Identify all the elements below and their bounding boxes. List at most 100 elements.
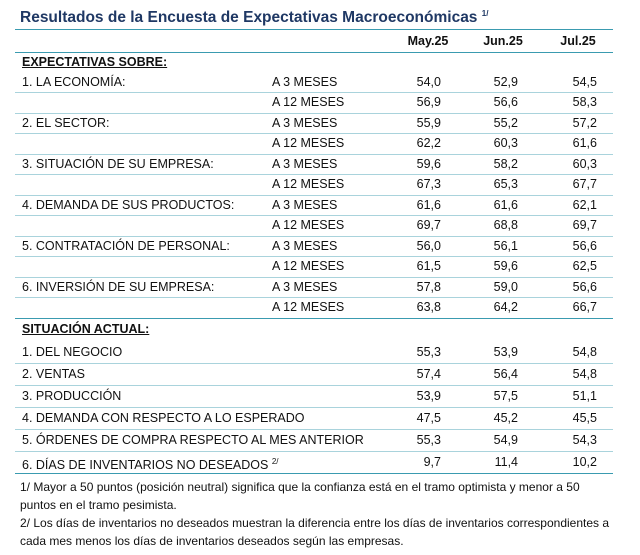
rule (15, 195, 613, 196)
cell-value: 58,3 (572, 95, 597, 109)
row-label: 6. DÍAS DE INVENTARIOS NO DESEADOS 2/ (22, 454, 279, 473)
rule (15, 113, 613, 114)
cell-value: 61,6 (493, 198, 518, 212)
cell-value: 69,7 (572, 218, 597, 232)
rule (15, 363, 613, 364)
rule (15, 277, 613, 278)
footnote: 2/ Los días de inventarios no deseados m… (20, 516, 610, 548)
cell-value: 65,3 (493, 177, 518, 191)
row-label: 1. LA ECONOMÍA: (22, 75, 126, 89)
row-label: 4. DEMANDA DE SUS PRODUCTOS: (22, 198, 235, 212)
cell-value: 68,8 (493, 218, 518, 232)
title-note: 1/ (481, 9, 489, 18)
rule (15, 236, 613, 237)
cell-value: 64,2 (493, 300, 518, 314)
rule (15, 133, 613, 134)
horizon-label: A 3 MESES (272, 116, 338, 130)
row-label-text: 5. ÓRDENES DE COMPRA RESPECTO AL MES ANT… (22, 433, 364, 447)
cell-value: 54,3 (572, 433, 597, 447)
rule (15, 174, 613, 175)
cell-value: 9,7 (423, 455, 441, 469)
cell-value: 56,4 (493, 367, 518, 381)
row-label-text: 4. DEMANDA CON RESPECTO A LO ESPERADO (22, 411, 305, 425)
cell-value: 60,3 (572, 157, 597, 171)
title: Resultados de la Encuesta de Expectativa… (20, 6, 488, 26)
cell-value: 56,1 (493, 239, 518, 253)
cell-value: 45,2 (493, 411, 518, 425)
section-title: EXPECTATIVAS SOBRE: (22, 55, 168, 69)
rule (15, 29, 613, 30)
row-label: 5. CONTRATACIÓN DE PERSONAL: (22, 239, 230, 253)
cell-value: 57,5 (493, 389, 518, 403)
cell-value: 59,6 (416, 157, 441, 171)
cell-value: 61,6 (416, 198, 441, 212)
row-label-text: 1. DEL NEGOCIO (22, 345, 123, 359)
cell-value: 61,6 (572, 136, 597, 150)
rule (15, 297, 613, 298)
cell-value: 53,9 (493, 345, 518, 359)
horizon-label: A 3 MESES (272, 280, 338, 294)
title-text: Resultados de la Encuesta de Expectativa… (20, 9, 478, 27)
cell-value: 59,6 (493, 259, 518, 273)
rule (15, 385, 613, 386)
cell-value: 55,9 (416, 116, 441, 130)
cell-value: 10,2 (572, 455, 597, 469)
row-label: 4. DEMANDA CON RESPECTO A LO ESPERADO (22, 410, 305, 426)
horizon-label: A 3 MESES (272, 198, 338, 212)
cell-value: 67,3 (416, 177, 441, 191)
section-title: SITUACIÓN ACTUAL: (22, 322, 150, 336)
row-label: 6. INVERSIÓN DE SU EMPRESA: (22, 280, 215, 294)
rule (15, 429, 613, 430)
footnote: 1/ Mayor a 50 puntos (posición neutral) … (20, 480, 580, 512)
horizon-label: A 3 MESES (272, 239, 338, 253)
cell-value: 62,1 (572, 198, 597, 212)
horizon-label: A 3 MESES (272, 157, 338, 171)
horizon-label: A 12 MESES (272, 300, 345, 314)
cell-value: 60,3 (493, 136, 518, 150)
horizon-label: A 3 MESES (272, 75, 338, 89)
rule (15, 407, 613, 408)
cell-value: 57,2 (572, 116, 597, 130)
rule (15, 256, 613, 257)
column-header: Jul.25 (560, 34, 596, 48)
cell-value: 56,9 (416, 95, 441, 109)
horizon-label: A 12 MESES (272, 136, 345, 150)
row-label: 3. PRODUCCIÓN (22, 388, 121, 404)
row-label-text: 3. PRODUCCIÓN (22, 389, 122, 403)
row-label-text: 6. DÍAS DE INVENTARIOS NO DESEADOS (22, 458, 269, 473)
horizon-label: A 12 MESES (272, 95, 345, 109)
horizon-label: A 12 MESES (272, 259, 345, 273)
row-label: 2. EL SECTOR: (22, 116, 110, 130)
rule (15, 318, 613, 319)
cell-value: 63,8 (416, 300, 441, 314)
cell-value: 54,9 (493, 433, 518, 447)
rule (15, 92, 613, 93)
cell-value: 55,3 (416, 433, 441, 447)
cell-value: 53,9 (416, 389, 441, 403)
cell-value: 57,4 (416, 367, 441, 381)
row-label: 5. ÓRDENES DE COMPRA RESPECTO AL MES ANT… (22, 432, 364, 448)
cell-value: 54,5 (572, 75, 597, 89)
cell-value: 45,5 (572, 411, 597, 425)
cell-value: 67,7 (572, 177, 597, 191)
row-label: 3. SITUACIÓN DE SU EMPRESA: (22, 157, 214, 171)
cell-value: 62,2 (416, 136, 441, 150)
rule (15, 473, 613, 474)
cell-value: 11,4 (494, 455, 518, 469)
row-note: 2/ (271, 457, 279, 466)
rule (15, 215, 613, 216)
cell-value: 55,2 (493, 116, 518, 130)
cell-value: 62,5 (572, 259, 597, 273)
cell-value: 56,6 (493, 95, 518, 109)
column-header: May.25 (407, 34, 449, 48)
cell-value: 59,0 (493, 280, 518, 294)
cell-value: 66,7 (572, 300, 597, 314)
cell-value: 54,0 (416, 75, 441, 89)
horizon-label: A 12 MESES (272, 218, 345, 232)
cell-value: 55,3 (416, 345, 441, 359)
cell-value: 61,5 (416, 259, 441, 273)
cell-value: 54,8 (572, 367, 597, 381)
rule (15, 52, 613, 53)
rule (15, 154, 613, 155)
